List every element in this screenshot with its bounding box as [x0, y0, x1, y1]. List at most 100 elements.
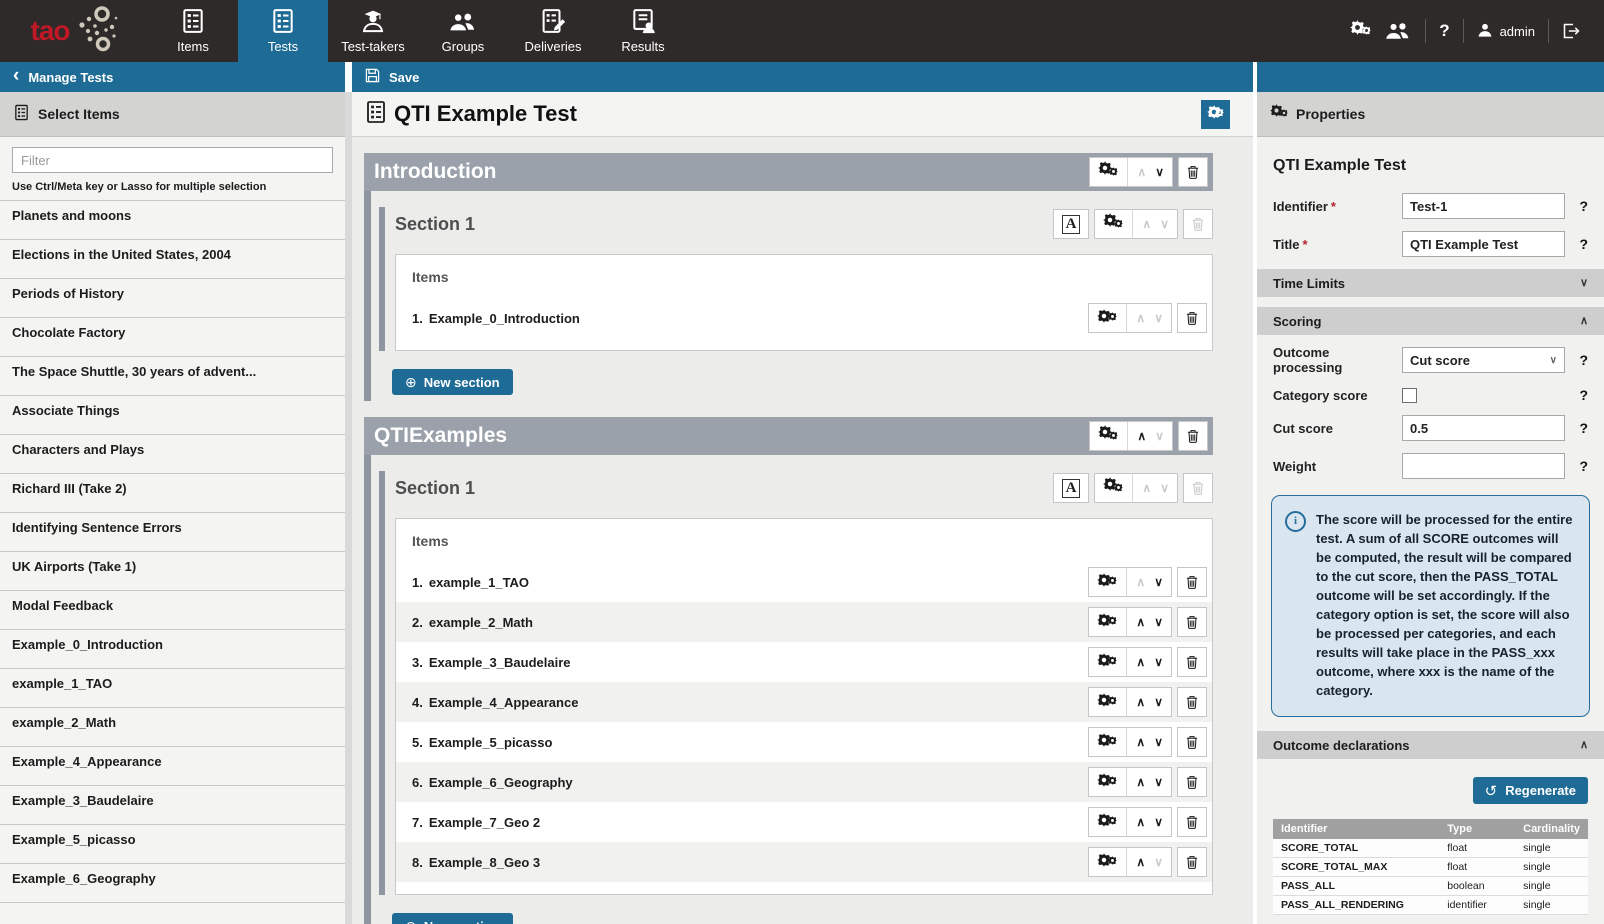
gears-settings-button[interactable]	[1103, 477, 1124, 496]
gears-settings-button[interactable]	[1098, 425, 1119, 444]
gears-settings-button[interactable]	[1097, 653, 1118, 670]
trash-icon[interactable]	[1187, 165, 1199, 179]
trash-icon[interactable]	[1186, 815, 1198, 829]
list-item[interactable]: Associate Things	[0, 396, 345, 435]
gears-settings-button[interactable]	[1103, 213, 1124, 232]
list-item[interactable]: Example_5_picasso	[0, 825, 345, 864]
list-item[interactable]: Elections in the United States, 2004	[0, 240, 345, 279]
item-row[interactable]: 1. Example_0_Introduction ∧ ∨	[396, 298, 1212, 338]
gears-settings-button[interactable]	[1098, 161, 1119, 180]
nav-tab-tests[interactable]: Tests	[238, 0, 328, 62]
trash-icon[interactable]	[1186, 855, 1198, 869]
cut-score-input[interactable]	[1402, 415, 1565, 441]
move-down-button[interactable]: ∨	[1154, 615, 1163, 629]
gears-settings-button[interactable]	[1097, 613, 1118, 630]
list-item[interactable]: Richard III (Take 2)	[0, 474, 345, 513]
trash-icon[interactable]	[1186, 615, 1198, 629]
move-up-button[interactable]: ∧	[1136, 655, 1146, 669]
list-item[interactable]: Example_3_Baudelaire	[0, 786, 345, 825]
settings-gears-icon[interactable]	[1350, 19, 1372, 40]
move-down-button[interactable]: ∨	[1154, 655, 1163, 669]
item-row[interactable]: 7. Example_7_Geo 2 ∧ ∨	[396, 802, 1212, 842]
nav-tab-deliveries[interactable]: Deliveries	[508, 0, 598, 62]
move-up-button[interactable]: ∧	[1136, 735, 1146, 749]
nav-tab-results[interactable]: Results	[598, 0, 688, 62]
nav-tab-groups[interactable]: Groups	[418, 0, 508, 62]
move-up-button[interactable]: ∧	[1136, 815, 1146, 829]
item-row[interactable]: 2. example_2_Math ∧ ∨	[396, 602, 1212, 642]
gears-settings-button[interactable]	[1097, 773, 1118, 790]
trash-icon[interactable]	[1186, 575, 1198, 589]
move-down-button[interactable]: ∨	[1154, 735, 1163, 749]
list-item[interactable]: Periods of History	[0, 279, 345, 318]
identifier-help-icon[interactable]: ?	[1579, 198, 1588, 214]
regenerate-button[interactable]: ↺ Regenerate	[1472, 777, 1588, 804]
outcome-processing-select[interactable]: Cut score ∨	[1402, 347, 1565, 373]
list-item[interactable]: example_1_TAO	[0, 669, 345, 708]
item-row[interactable]: 4. Example_4_Appearance ∧ ∨	[396, 682, 1212, 722]
category-score-help-icon[interactable]: ?	[1579, 387, 1588, 403]
test-properties-gears-button[interactable]	[1201, 99, 1230, 129]
move-up-button[interactable]: ∧	[1136, 855, 1146, 869]
filter-input[interactable]	[12, 147, 333, 173]
logout-icon[interactable]	[1562, 23, 1580, 39]
new-section-button[interactable]: ⊕ New section	[392, 913, 513, 924]
test-part-header[interactable]: Introduction ∧ ∨	[364, 153, 1213, 191]
new-section-button[interactable]: ⊕ New section	[392, 369, 513, 395]
item-row[interactable]: 3. Example_3_Baudelaire ∧ ∨	[396, 642, 1212, 682]
list-item[interactable]: Modal Feedback	[0, 591, 345, 630]
nav-tab-test-takers[interactable]: Test-takers	[328, 0, 418, 62]
item-row[interactable]: 5. Example_5_picasso ∧ ∨	[396, 722, 1212, 762]
gears-settings-button[interactable]	[1097, 813, 1118, 830]
move-up-button[interactable]: ∧	[1136, 775, 1146, 789]
list-item[interactable]: Example_4_Appearance	[0, 747, 345, 786]
list-item[interactable]: example_2_Math	[0, 708, 345, 747]
category-score-checkbox[interactable]	[1402, 387, 1417, 403]
trash-icon[interactable]	[1186, 775, 1198, 789]
trash-icon[interactable]	[1186, 735, 1198, 749]
item-row[interactable]: 6. Example_6_Geography ∧ ∨	[396, 762, 1212, 802]
list-item[interactable]: Identifying Sentence Errors	[0, 513, 345, 552]
cut-score-help-icon[interactable]: ?	[1579, 420, 1588, 436]
gears-settings-button[interactable]	[1097, 573, 1118, 590]
title-input[interactable]	[1402, 231, 1565, 257]
nav-tab-items[interactable]: Items	[148, 0, 238, 62]
item-row[interactable]: 1. example_1_TAO ∧ ∨	[396, 562, 1212, 602]
move-down-button[interactable]: ∨	[1154, 775, 1163, 789]
move-up-button[interactable]: ∧	[1136, 695, 1146, 709]
user-menu[interactable]: admin	[1477, 22, 1535, 41]
move-down-button[interactable]: ∨	[1154, 815, 1163, 829]
time-limits-toggle[interactable]: Time Limits ∨	[1257, 269, 1604, 297]
move-up-button[interactable]: ∧	[1137, 429, 1147, 443]
trash-icon[interactable]	[1186, 695, 1198, 709]
list-item[interactable]: UK Airports (Take 1)	[0, 552, 345, 591]
text-format-button[interactable]: A	[1052, 473, 1090, 503]
weight-input[interactable]	[1402, 453, 1565, 479]
user-management-icon[interactable]	[1384, 20, 1412, 42]
text-format-button[interactable]: A	[1052, 209, 1090, 239]
identifier-input[interactable]	[1402, 193, 1565, 219]
move-down-button[interactable]: ∨	[1154, 695, 1163, 709]
sidebar-scrollbar[interactable]	[345, 62, 352, 924]
help-icon[interactable]: ?	[1439, 21, 1450, 40]
save-button[interactable]: Save	[389, 69, 420, 85]
scoring-toggle[interactable]: Scoring ∧	[1257, 307, 1604, 335]
list-item[interactable]: Characters and Plays	[0, 435, 345, 474]
move-up-button[interactable]: ∧	[1136, 615, 1146, 629]
list-item[interactable]: Planets and moons	[0, 201, 345, 240]
list-item[interactable]: Example_0_Introduction	[0, 630, 345, 669]
move-down-button[interactable]: ∨	[1154, 575, 1163, 589]
item-row[interactable]: 8. Example_8_Geo 3 ∧ ∨	[396, 842, 1212, 882]
outcome-processing-help-icon[interactable]: ?	[1579, 352, 1588, 368]
gears-settings-button[interactable]	[1097, 309, 1118, 326]
list-item[interactable]: Example_6_Geography	[0, 864, 345, 903]
test-part-header[interactable]: QTIExamples ∧ ∨	[364, 417, 1213, 455]
trash-icon[interactable]	[1187, 429, 1199, 443]
gears-settings-button[interactable]	[1097, 733, 1118, 750]
back-to-manage-tests[interactable]: ‹ Manage Tests	[0, 62, 345, 92]
move-down-button[interactable]: ∨	[1155, 165, 1164, 179]
gears-settings-button[interactable]	[1097, 693, 1118, 710]
gears-settings-button[interactable]	[1097, 853, 1118, 870]
title-help-icon[interactable]: ?	[1579, 236, 1588, 252]
weight-help-icon[interactable]: ?	[1579, 458, 1588, 474]
